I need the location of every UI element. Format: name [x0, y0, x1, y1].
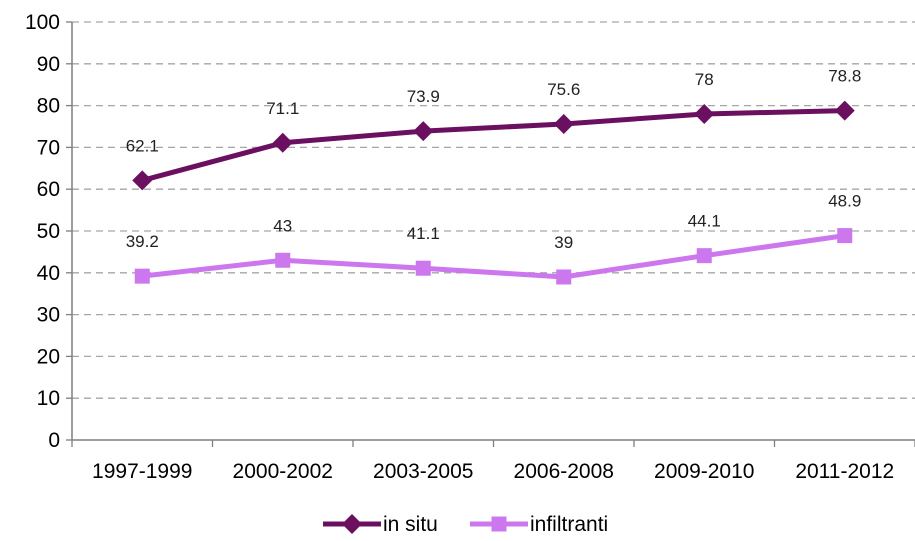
- data-point: [134, 268, 150, 284]
- data-label: 44.1: [688, 212, 721, 231]
- series-line-1: [141, 233, 846, 280]
- y-tick-label: 40: [37, 262, 60, 285]
- data-point: [275, 252, 291, 268]
- data-label: 43: [273, 216, 292, 235]
- data-point: [694, 103, 715, 124]
- y-tick-label: 70: [37, 136, 60, 159]
- data-label: 48.9: [828, 192, 861, 211]
- data-point: [837, 228, 853, 244]
- data-label: 75.6: [547, 80, 580, 99]
- legend-marker: [342, 514, 362, 534]
- data-label: 78: [695, 70, 714, 89]
- y-tick-label: 0: [48, 429, 60, 452]
- x-tick-label: 2006-2008: [514, 460, 614, 483]
- y-tick-label: 30: [37, 304, 60, 327]
- y-tick-label: 20: [37, 345, 60, 368]
- y-tick-label: 90: [37, 53, 60, 76]
- x-tick-label: 2003-2005: [373, 460, 473, 483]
- series-line-0: [141, 108, 845, 183]
- y-tick-label: 50: [37, 220, 60, 243]
- data-label: 41.1: [407, 224, 440, 243]
- data-point: [553, 113, 574, 134]
- legend: in situ infiltranti: [323, 513, 608, 536]
- gridlines: [72, 21, 915, 399]
- axes: [66, 21, 915, 447]
- y-tick-label: 60: [37, 178, 60, 201]
- x-tick-label: 1997-1999: [92, 460, 192, 483]
- x-tick-label: 2011-2012: [795, 460, 894, 483]
- data-point: [272, 132, 293, 153]
- data-point: [696, 248, 712, 264]
- data-point: [556, 269, 572, 285]
- data-labels: 62.1 71.1 73.9 75.6 78 78.8 39.2 43 41.1 39 44.1 48…: [126, 67, 862, 252]
- data-label: 78.8: [828, 67, 861, 86]
- y-tick-label: 80: [37, 95, 60, 118]
- x-tick-label: 2000-2002: [233, 460, 333, 483]
- legend-marker: [491, 516, 507, 532]
- legend-label: in situ: [383, 513, 438, 536]
- x-axis-ticks: 1997-1999 2000-2002 2003-2005 2006-2008 2009…: [92, 460, 894, 483]
- data-point: [413, 121, 434, 142]
- legend-item: in situ: [323, 513, 438, 536]
- y-tick-label: 10: [37, 387, 60, 410]
- x-tick-label: 2009-2010: [654, 460, 754, 483]
- data-label: 62.1: [126, 136, 159, 155]
- data-label: 39: [554, 233, 573, 252]
- data-point: [132, 170, 153, 191]
- y-axis-ticks: 0 10 20 30 40 50 60 70 80 90 100: [25, 11, 60, 452]
- data-point: [415, 260, 431, 276]
- legend-item: infiltranti: [470, 513, 608, 536]
- legend-label: infiltranti: [530, 513, 608, 536]
- data-label: 73.9: [407, 87, 440, 106]
- data-label: 71.1: [266, 99, 299, 118]
- data-label: 39.2: [126, 232, 159, 251]
- series-layer: [132, 100, 855, 285]
- data-point: [834, 100, 855, 121]
- y-tick-label: 100: [25, 11, 60, 34]
